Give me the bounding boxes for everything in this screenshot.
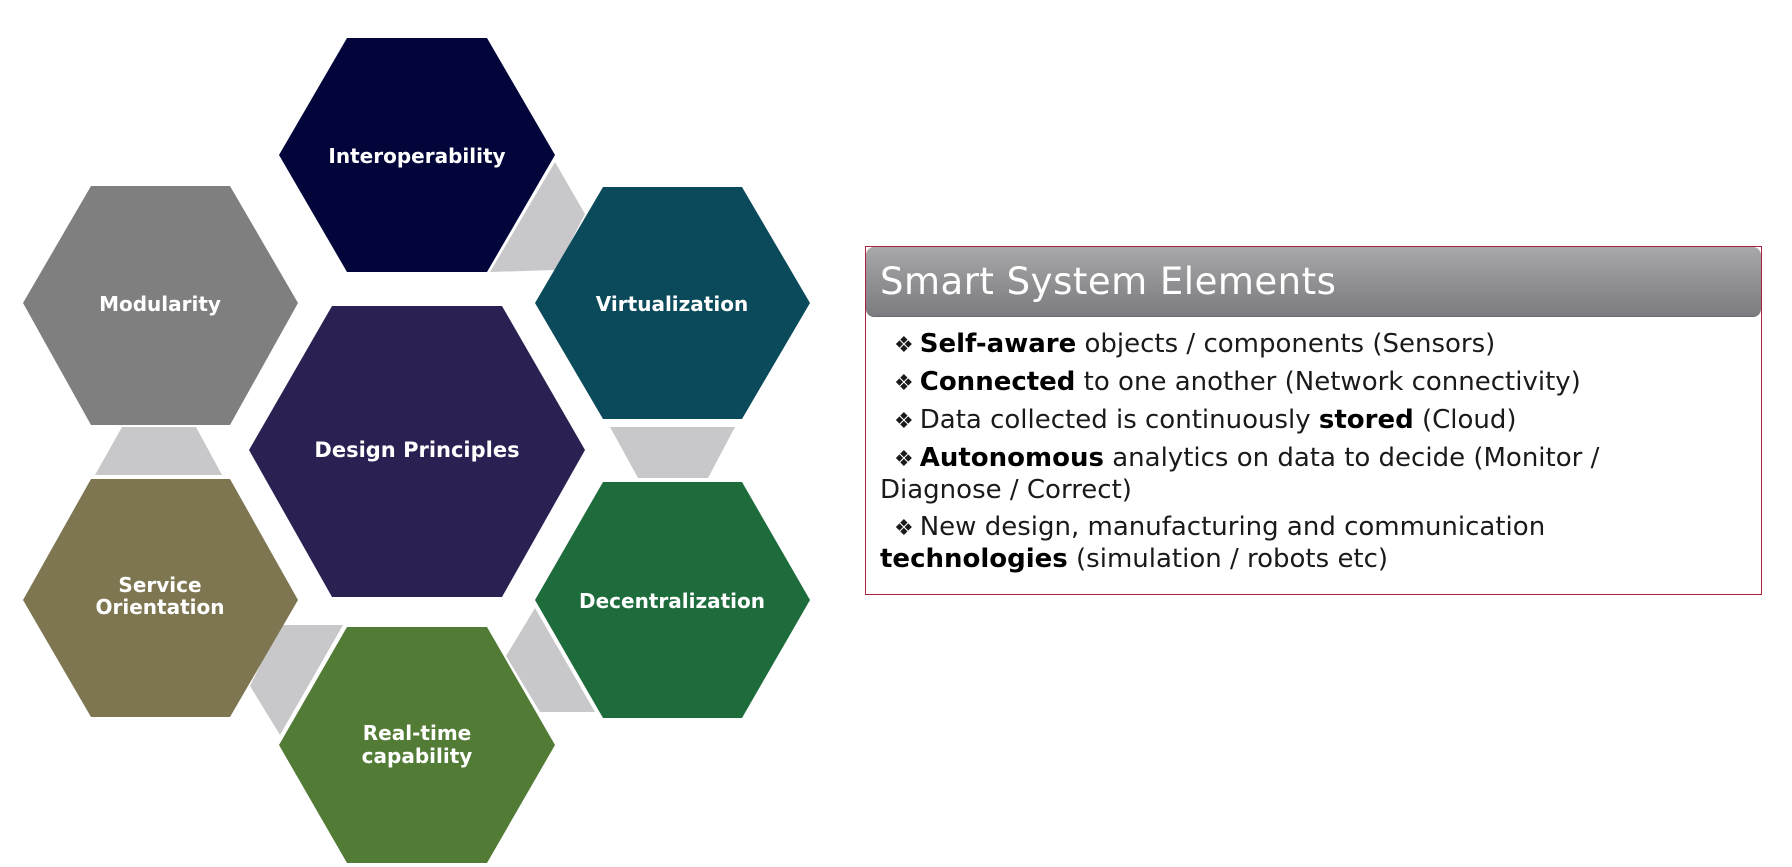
hex-modularity-label: Modularity	[99, 292, 221, 316]
panel-header: Smart System Elements	[866, 247, 1761, 317]
list-item: ❖ Data collected is continuously stored (…	[894, 405, 1741, 437]
connector-decentralization-realtime	[506, 608, 595, 712]
connector-virtualization-decentralization	[610, 427, 735, 478]
bullet-text-continued: Diagnose / Correct)	[880, 475, 1132, 505]
hex-interoperability-label: Interoperability	[328, 144, 505, 168]
bullet-diamond-icon: ❖	[894, 447, 914, 472]
hex-real-time-label-line1: Real-time	[363, 721, 471, 745]
hex-decentralization: Decentralization	[535, 482, 810, 718]
design-principles-diagram: Interoperability Virtualization Decentra…	[23, 38, 810, 863]
hex-decentralization-label: Decentralization	[579, 589, 765, 613]
hex-service-orientation: Service Orientation	[23, 479, 298, 717]
bullet-bold-text: technologies	[880, 544, 1068, 574]
connector-interop-virtualization	[490, 162, 585, 272]
bullet-text-continued: technologies (simulation / robots etc)	[880, 544, 1741, 575]
hex-design-principles: Design Principles	[249, 306, 585, 597]
list-item: ❖ Connected to one another (Network conne…	[894, 367, 1741, 399]
bullet-bold-text: Connected	[919, 367, 1076, 397]
panel-title: Smart System Elements	[880, 260, 1337, 303]
hex-modularity: Modularity	[23, 186, 298, 425]
bullet-diamond-icon: ❖	[894, 371, 914, 396]
hex-center-label: Design Principles	[314, 438, 519, 462]
bullet-text: objects / components (Sensors)	[1076, 329, 1496, 359]
bullet-bold-text: Self-aware	[919, 329, 1077, 359]
bullet-bold-text: Autonomous	[919, 443, 1104, 473]
connectors	[95, 162, 735, 735]
connector-modularity-service	[95, 427, 222, 475]
bullet-diamond-icon: ❖	[894, 333, 914, 358]
bullet-text: to one another (Network connectivity)	[1075, 367, 1581, 397]
connector-realtime-service	[250, 625, 343, 735]
smart-system-elements-panel: Smart System Elements ❖ Self-aware object…	[865, 246, 1762, 595]
bullet-diamond-icon: ❖	[894, 516, 914, 541]
list-item: ❖ Autonomous analytics on data to decide …	[880, 443, 1741, 506]
list-item: ❖ New design, manufacturing and communica…	[880, 512, 1741, 575]
bullet-text: analytics on data to decide (Monitor /	[1103, 443, 1600, 473]
bullet-list: ❖ Self-aware objects / components (Sensor…	[880, 329, 1741, 581]
hex-service-label-line2: Orientation	[96, 595, 225, 619]
bullet-text: New design, manufacturing and communicat…	[919, 512, 1546, 542]
bullet-text: (simulation / robots etc)	[1067, 544, 1389, 574]
list-item: ❖ Self-aware objects / components (Sensor…	[894, 329, 1741, 361]
bullet-text: Data collected is continuously	[919, 405, 1319, 435]
hex-real-time-capability: Real-time capability	[279, 627, 555, 863]
bullet-diamond-icon: ❖	[894, 409, 914, 434]
hex-virtualization-label: Virtualization	[596, 292, 748, 316]
hex-service-label-line1: Service	[118, 573, 201, 597]
bullet-bold-text: stored	[1318, 405, 1414, 435]
hex-virtualization: Virtualization	[535, 187, 810, 419]
hex-real-time-label-line2: capability	[362, 744, 473, 768]
hex-interoperability: Interoperability	[279, 38, 555, 272]
bullet-text: (Cloud)	[1413, 405, 1517, 435]
